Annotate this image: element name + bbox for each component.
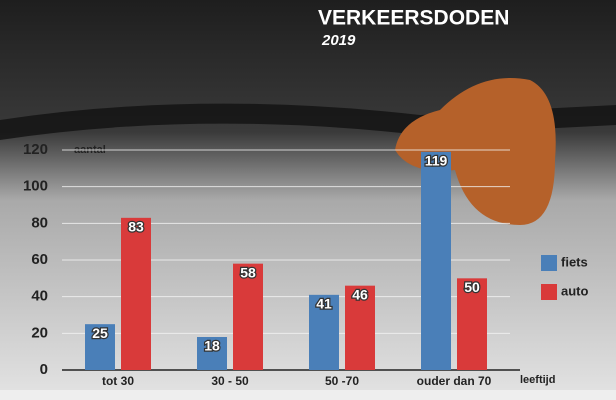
bar (309, 294, 339, 370)
y-tick-label: 60 (31, 251, 48, 268)
data-label: 58 (240, 264, 256, 280)
bar (457, 278, 487, 370)
x-axis-label: leeftijd (520, 374, 555, 386)
y-tick-label: 120 (23, 141, 48, 158)
bar (421, 151, 451, 370)
chart-subtitle: 2019 (321, 32, 356, 49)
data-label: 50 (464, 279, 480, 295)
y-tick-label: 0 (40, 361, 48, 378)
legend-swatch (541, 255, 557, 271)
chart-title: VERKEERSDODEN (318, 7, 509, 30)
data-label: 46 (352, 286, 368, 302)
bar (121, 217, 151, 370)
bar (345, 285, 375, 370)
x-tick-label: 50 -70 (325, 374, 359, 388)
y-tick-label: 40 (31, 288, 48, 305)
data-label: 119 (425, 153, 448, 169)
data-label: 25 (92, 325, 108, 341)
legend-label: fiets (561, 254, 588, 269)
data-label: 41 (316, 296, 332, 312)
y-tick-label: 20 (31, 324, 48, 341)
x-tick-label: ouder dan 70 (417, 374, 492, 388)
data-label: 83 (128, 219, 144, 235)
y-tick-label: 100 (23, 178, 48, 195)
bar (233, 263, 263, 370)
y-tick-label: 80 (31, 214, 48, 231)
legend-swatch (541, 284, 557, 300)
x-tick-label: 30 - 50 (211, 374, 249, 388)
saddle (395, 78, 556, 225)
bar (85, 324, 115, 370)
footer-strip (0, 390, 616, 400)
data-label: 18 (204, 338, 220, 354)
bar (197, 337, 227, 370)
legend-label: auto (561, 283, 589, 298)
x-tick-label: tot 30 (102, 374, 134, 388)
